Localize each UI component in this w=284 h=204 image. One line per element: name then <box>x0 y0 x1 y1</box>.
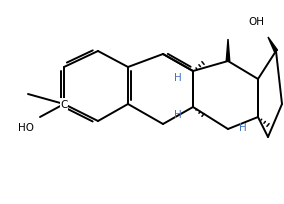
Text: HO: HO <box>18 122 34 132</box>
Polygon shape <box>226 40 230 62</box>
Text: H: H <box>174 110 182 119</box>
Text: H: H <box>174 73 182 83</box>
Text: OH: OH <box>248 17 264 27</box>
Text: H: H <box>239 122 247 132</box>
Polygon shape <box>268 38 277 53</box>
Text: C: C <box>60 100 68 110</box>
